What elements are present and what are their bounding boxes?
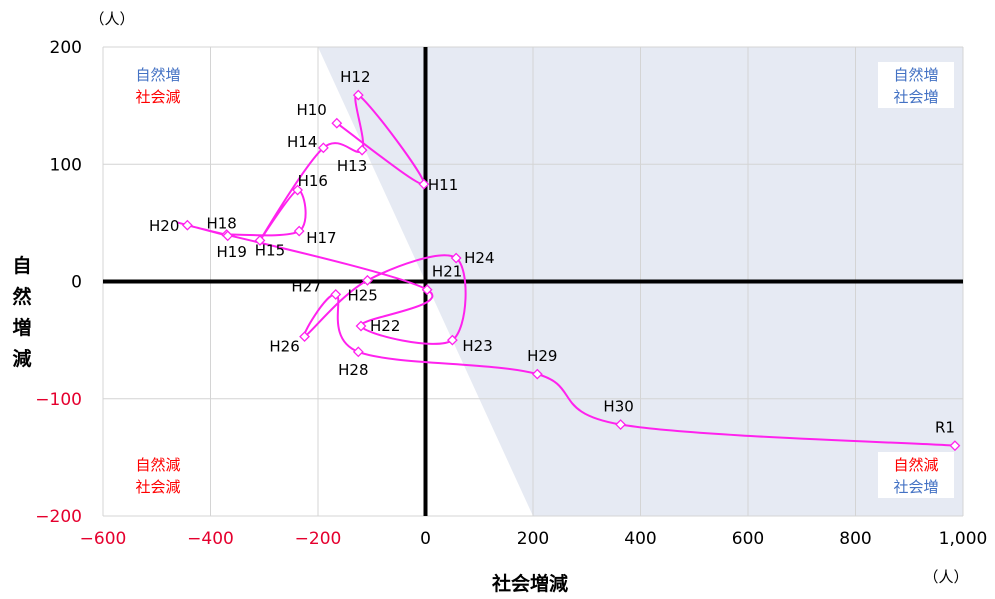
point-label-h27: H27 <box>291 277 321 295</box>
quadrant-label-bg <box>878 452 954 498</box>
point-label-h25: H25 <box>347 286 377 304</box>
quadrant-label-bg <box>878 62 954 108</box>
point-label-h22: H22 <box>370 317 400 335</box>
data-point-h24 <box>450 252 462 264</box>
y-axis-title-char: 減 <box>12 347 31 370</box>
data-point-h27 <box>330 288 342 300</box>
data-point-h15 <box>254 235 266 246</box>
quadrant-label-bg <box>120 452 196 498</box>
x-tick-label: −400 <box>187 529 234 549</box>
quadrant-label-bottom-left: 社会減 <box>135 478 180 496</box>
quadrant-label-bottom-right: 自然減 <box>893 456 938 474</box>
y-axis-unit: （人） <box>89 10 134 28</box>
y-axis-title-char: 増 <box>12 316 31 339</box>
x-tick-label: 0 <box>420 529 431 549</box>
tick-labels: −600 −400 −200 0 200 400 600 800 1,000 200 100 0 −10… <box>35 38 987 549</box>
y-axis-title-char: 然 <box>12 285 31 308</box>
x-tick-label: 400 <box>624 529 656 549</box>
data-point-h26 <box>299 331 310 343</box>
y-tick-label: −200 <box>35 507 82 527</box>
data-point-h25 <box>362 274 373 286</box>
point-label-h19: H19 <box>217 243 247 261</box>
x-axis-unit: （人） <box>923 568 968 586</box>
quadrant-label-top-right: 自然増 <box>893 66 938 84</box>
data-point-h11 <box>418 178 430 190</box>
data-points <box>181 89 961 452</box>
y-tick-label: 200 <box>50 38 82 58</box>
point-label-h14: H14 <box>287 133 317 151</box>
data-point-h10 <box>331 117 343 129</box>
quadrant-label-bottom-left: 自然減 <box>135 456 180 474</box>
data-point-h28 <box>352 346 364 358</box>
point-label-h13: H13 <box>337 157 367 175</box>
quadrant-label-bg <box>120 62 196 108</box>
point-label-h18: H18 <box>206 215 236 233</box>
data-point-r1 <box>949 440 961 452</box>
y-tick-label: 0 <box>71 273 82 293</box>
point-label-h21: H21 <box>432 263 462 281</box>
data-point-h17 <box>293 225 305 237</box>
point-label-h30: H30 <box>603 398 633 416</box>
point-label-h20: H20 <box>149 217 179 235</box>
data-point-h22 <box>355 320 367 332</box>
quadrant-label-top-left: 社会減 <box>135 88 180 106</box>
y-axis-title-char: 自 <box>12 254 31 277</box>
point-label-r1: R1 <box>935 419 955 437</box>
x-tick-label: 1,000 <box>939 529 988 549</box>
point-label-h26: H26 <box>269 338 299 356</box>
data-point-h12 <box>352 89 364 101</box>
data-point-h23 <box>446 334 458 346</box>
point-label-h16: H16 <box>298 172 328 190</box>
point-label-h10: H10 <box>296 101 326 119</box>
data-point-h14 <box>317 142 329 154</box>
data-point-h16 <box>292 184 303 196</box>
x-tick-label: −200 <box>295 529 342 549</box>
x-tick-label: −600 <box>80 529 127 549</box>
axes <box>103 47 963 516</box>
x-tick-label: 600 <box>732 529 764 549</box>
point-label-h17: H17 <box>306 229 336 247</box>
data-point-h20 <box>181 219 193 231</box>
point-label-h24: H24 <box>464 249 494 267</box>
quadrant-label-bottom-right: 社会増 <box>893 478 938 496</box>
point-label-h29: H29 <box>527 347 557 365</box>
trajectory-line <box>177 94 956 447</box>
data-point-h19 <box>222 230 234 242</box>
point-labels: H10 H11 H12 H13 H14 H15 H16 H17 H18 H19 H20 H21 H22 H… <box>149 68 955 437</box>
point-label-h11: H11 <box>428 176 458 194</box>
y-tick-label: −100 <box>35 390 82 410</box>
data-point-h13 <box>356 144 368 156</box>
point-label-h12: H12 <box>340 68 370 86</box>
x-axis-title: 社会増減 <box>491 572 568 595</box>
data-point-h21 <box>421 284 433 296</box>
point-label-h28: H28 <box>338 361 368 379</box>
data-point-h29 <box>531 368 543 380</box>
x-tick-label: 800 <box>839 529 871 549</box>
point-label-h15: H15 <box>255 241 285 259</box>
quadrant-label-top-left: 自然増 <box>135 66 180 84</box>
point-label-h23: H23 <box>462 337 492 355</box>
x-tick-label: 200 <box>517 529 549 549</box>
trajectory-path <box>177 94 956 447</box>
y-tick-label: 100 <box>50 155 82 175</box>
quadrant-label-top-right: 社会増 <box>893 88 938 106</box>
data-point-h30 <box>615 419 627 430</box>
